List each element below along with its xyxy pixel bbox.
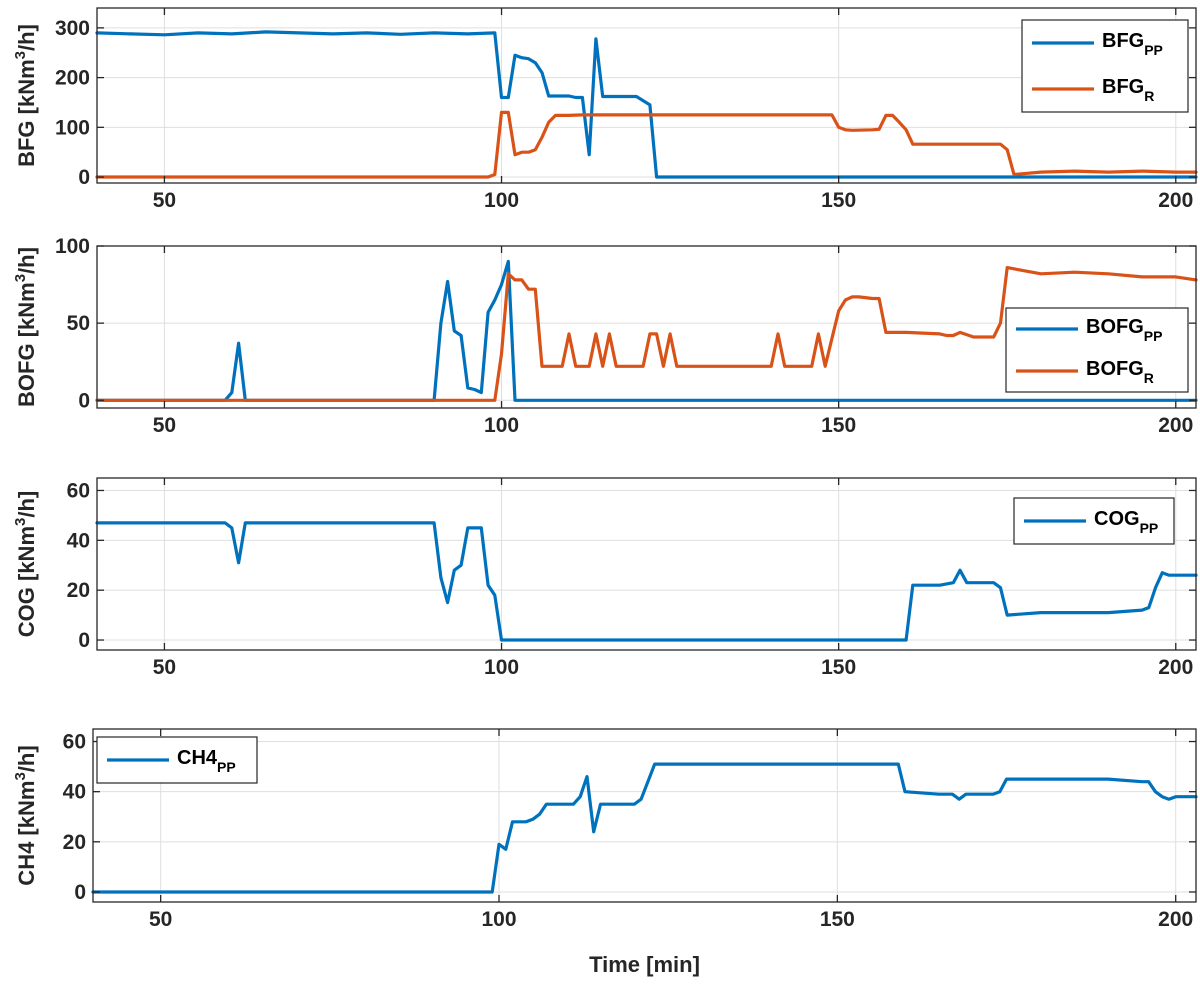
- cog-legend: COGPP: [1013, 497, 1175, 545]
- bfg-y-axis-label: BFG [kNm3/h]: [12, 24, 39, 167]
- ch4-plot-area: [93, 729, 1196, 902]
- x-axis-label: Time [min]: [589, 952, 700, 977]
- ch4-x-tick-label: 150: [820, 908, 855, 931]
- cog-y-tick-label: 20: [67, 579, 90, 602]
- bfg-y-tick-label: 200: [55, 67, 90, 90]
- bofg-y-axis-label: BOFG [kNm3/h]: [12, 247, 39, 407]
- bofg-x-tick-label: 50: [153, 414, 176, 437]
- bofg-legend: BOFGPP BOFGR: [1005, 307, 1189, 393]
- ch4-y-tick-label: 20: [63, 831, 86, 854]
- legend-label-bfg-r: BFGR: [1102, 76, 1154, 104]
- bfg-x-tick-label: 100: [484, 189, 519, 212]
- cog-y-tick-label: 0: [78, 629, 90, 652]
- bfg-x-tick-label: 50: [153, 189, 176, 212]
- ch4-y-tick-label: 40: [63, 781, 86, 804]
- series-line-bofg-r: [95, 266, 1198, 402]
- bofg-y-tick-label: 0: [78, 389, 90, 412]
- bofg-y-tick-label: 100: [55, 235, 90, 258]
- cog-x-tick-label: 150: [821, 656, 856, 679]
- cog-y-tick-label: 60: [67, 479, 90, 502]
- cog-x-tick-label: 200: [1158, 656, 1193, 679]
- ch4-x-tick-label: 50: [149, 908, 172, 931]
- bfg-x-tick-label: 150: [821, 189, 856, 212]
- ch4-axes-frame: [92, 728, 1197, 903]
- cog-plot-area: [97, 478, 1196, 650]
- bfg-legend: BFGPP BFGR: [1021, 19, 1189, 113]
- bofg-x-tick-label: 100: [484, 414, 519, 437]
- legend-label-ch4-pp: CH4PP: [177, 747, 236, 775]
- bofg-y-tick-label: 50: [67, 312, 90, 335]
- cog-x-tick-label: 100: [484, 656, 519, 679]
- legend-label-cog-pp: COGPP: [1094, 508, 1158, 536]
- series-line-bfg-pp: [95, 30, 1198, 179]
- bfg-axes-frame: [96, 7, 1197, 184]
- bofg-x-tick-label: 150: [821, 414, 856, 437]
- cog-y-axis-label: COG [kNm3/h]: [12, 491, 39, 637]
- ch4-y-tick-label: 60: [63, 731, 86, 754]
- bfg-plot-area: [97, 8, 1196, 183]
- cog-x-tick-label: 50: [153, 656, 176, 679]
- cog-chart: 50 100 150 200 0 20 40 60 COG [kNm3/h] COGPP: [12, 477, 1198, 679]
- cog-axes-frame: [96, 477, 1197, 651]
- legend-label-bfg-pp: BFGPP: [1102, 30, 1163, 58]
- ch4-legend: CH4PP: [96, 736, 258, 784]
- bofg-x-tick-label: 200: [1158, 414, 1193, 437]
- ch4-chart: 50 100 150 200 0 20 40 60 CH4 [kNm3/h] Time [min]…: [12, 728, 1198, 977]
- cog-y-tick-label: 40: [67, 529, 90, 552]
- legend-label-bofg-r: BOFGR: [1086, 358, 1154, 386]
- ch4-y-axis-label: CH4 [kNm3/h]: [12, 745, 39, 885]
- ch4-x-tick-label: 200: [1158, 908, 1193, 931]
- bfg-x-tick-label: 200: [1158, 189, 1193, 212]
- bofg-axes-frame: [96, 245, 1197, 409]
- series-line-bofg-pp: [95, 259, 1198, 402]
- bofg-legend-box: [1005, 307, 1189, 393]
- series-line-bfg-r: [95, 110, 1198, 179]
- ch4-y-tick-label: 0: [74, 881, 86, 904]
- ch4-x-tick-label: 100: [481, 908, 516, 931]
- series-line-ch4-pp: [91, 762, 1198, 894]
- bfg-legend-box: [1021, 19, 1189, 113]
- bfg-y-tick-label: 100: [55, 116, 90, 139]
- legend-label-bofg-pp: BOFGPP: [1086, 316, 1162, 344]
- bfg-y-tick-label: 300: [55, 17, 90, 40]
- series-line-cog-pp: [95, 521, 1198, 642]
- bfg-y-tick-label: 0: [78, 166, 90, 189]
